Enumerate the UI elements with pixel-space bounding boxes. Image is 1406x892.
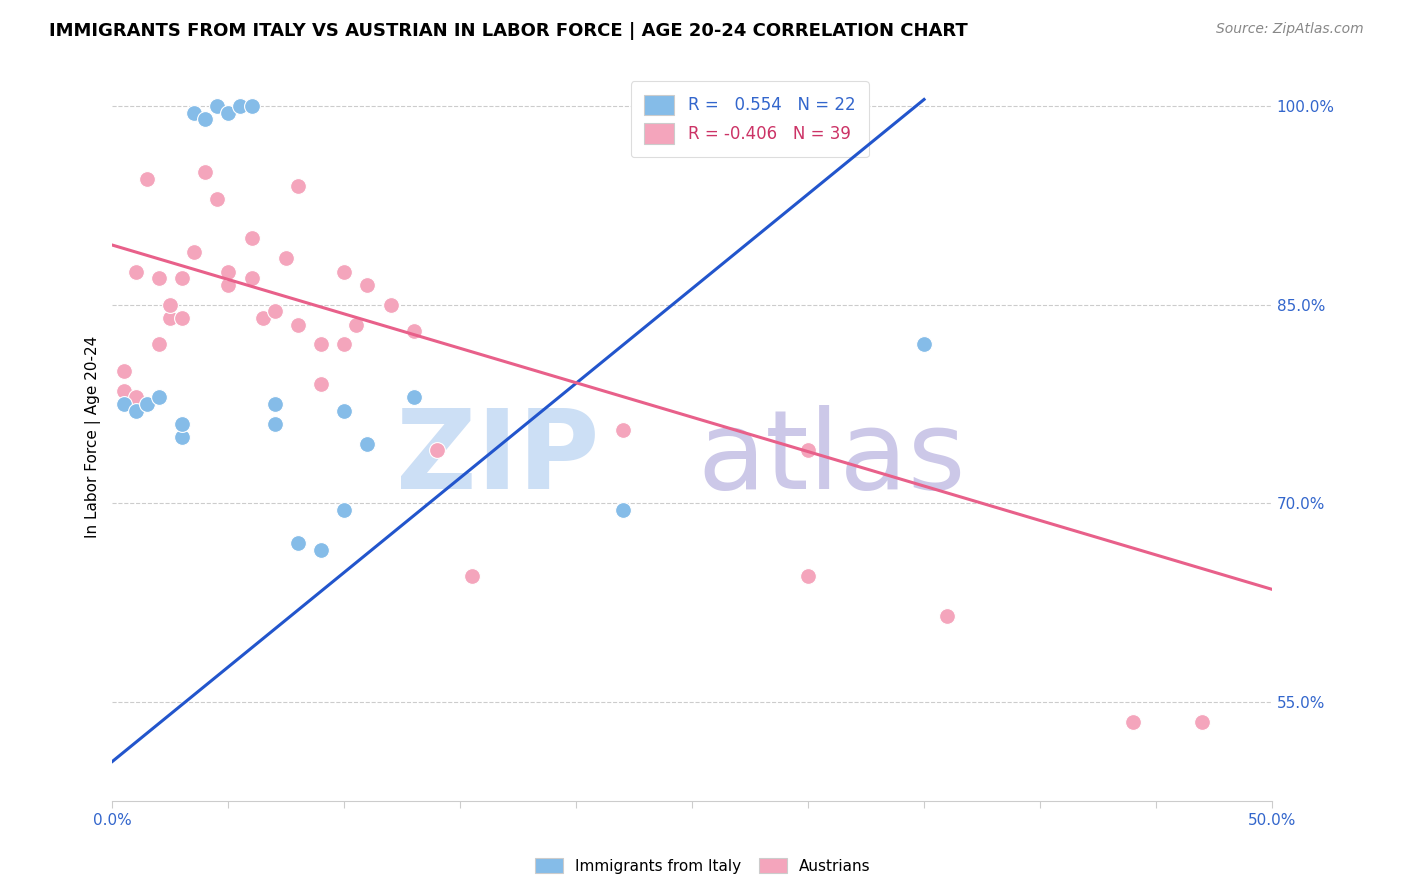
Point <box>136 397 159 411</box>
Text: Source: ZipAtlas.com: Source: ZipAtlas.com <box>1216 22 1364 37</box>
Point <box>402 390 425 404</box>
Point <box>170 310 193 325</box>
Point <box>461 569 484 583</box>
Point <box>217 277 239 292</box>
Point <box>276 252 298 266</box>
Point <box>287 318 309 332</box>
Point <box>112 384 135 398</box>
Point <box>333 264 356 278</box>
Point <box>356 436 378 450</box>
Point <box>205 99 228 113</box>
Point <box>112 364 135 378</box>
Point <box>205 192 228 206</box>
Text: atlas: atlas <box>697 405 966 512</box>
Point <box>159 298 181 312</box>
Point <box>217 264 239 278</box>
Point <box>797 569 820 583</box>
Point <box>380 298 402 312</box>
Point <box>309 337 332 351</box>
Point <box>136 172 159 186</box>
Legend: Immigrants from Italy, Austrians: Immigrants from Italy, Austrians <box>529 852 877 880</box>
Point <box>252 310 274 325</box>
Point <box>112 397 135 411</box>
Point <box>148 337 170 351</box>
Point <box>240 99 263 113</box>
Text: IMMIGRANTS FROM ITALY VS AUSTRIAN IN LABOR FORCE | AGE 20-24 CORRELATION CHART: IMMIGRANTS FROM ITALY VS AUSTRIAN IN LAB… <box>49 22 967 40</box>
Point <box>287 178 309 193</box>
Point <box>240 271 263 285</box>
Y-axis label: In Labor Force | Age 20-24: In Labor Force | Age 20-24 <box>86 336 101 538</box>
Point <box>159 310 181 325</box>
Point <box>263 417 285 431</box>
Point <box>183 244 205 259</box>
Point <box>148 390 170 404</box>
Point <box>1191 714 1213 729</box>
Point <box>240 231 263 245</box>
Point <box>170 271 193 285</box>
Point <box>287 536 309 550</box>
Point <box>426 443 449 458</box>
Text: ZIP: ZIP <box>396 405 599 512</box>
Point <box>936 608 959 623</box>
Point <box>217 105 239 120</box>
Point <box>170 430 193 444</box>
Point <box>263 304 285 318</box>
Point <box>333 403 356 417</box>
Point <box>333 337 356 351</box>
Point <box>124 264 146 278</box>
Point <box>402 324 425 338</box>
Point <box>170 417 193 431</box>
Point <box>148 271 170 285</box>
Point <box>797 443 820 458</box>
Point <box>124 403 146 417</box>
Point <box>194 112 217 127</box>
Point <box>194 165 217 179</box>
Point <box>229 99 252 113</box>
Point <box>183 105 205 120</box>
Point <box>124 390 146 404</box>
Point <box>344 318 367 332</box>
Legend: R =   0.554   N = 22, R = -0.406   N = 39: R = 0.554 N = 22, R = -0.406 N = 39 <box>631 81 869 157</box>
Point <box>356 277 378 292</box>
Point <box>309 377 332 392</box>
Point <box>912 337 935 351</box>
Point <box>612 503 634 517</box>
Point <box>309 542 332 557</box>
Point <box>263 397 285 411</box>
Point <box>1122 714 1144 729</box>
Point <box>333 503 356 517</box>
Point <box>612 424 634 438</box>
